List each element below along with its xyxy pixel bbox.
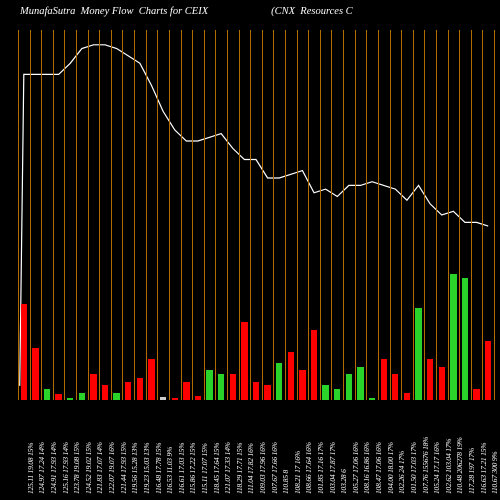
grid-line [18, 30, 19, 400]
grid-line [239, 30, 240, 400]
grid-line [134, 30, 135, 400]
grid-line [169, 30, 170, 400]
grid-line [64, 30, 65, 400]
grid-line [41, 30, 42, 400]
volume-bar [276, 363, 282, 400]
grid-line [320, 30, 321, 400]
grid-line [53, 30, 54, 400]
volume-bar [473, 389, 479, 400]
grid-line [482, 30, 483, 400]
volume-bar [439, 367, 445, 400]
grid-line [30, 30, 31, 400]
grid-line [204, 30, 205, 400]
volume-bar [44, 389, 50, 400]
volume-bar [183, 382, 189, 401]
grid-line [413, 30, 414, 400]
grid-line [99, 30, 100, 400]
grid-line [146, 30, 147, 400]
grid-line [424, 30, 425, 400]
grid-line [331, 30, 332, 400]
title-suffix: (CNX Resources C [271, 6, 353, 17]
volume-bar [113, 393, 119, 400]
volume-bar [230, 374, 236, 400]
volume-bar [172, 398, 178, 400]
grid-line [494, 30, 495, 400]
volume-bar [485, 341, 491, 400]
volume-bar [79, 393, 85, 400]
volume-bar [462, 278, 468, 400]
grid-line [157, 30, 158, 400]
grid-line [122, 30, 123, 400]
volume-bar [288, 352, 294, 400]
grid-line [262, 30, 263, 400]
volume-bar [137, 378, 143, 400]
volume-bar [206, 370, 212, 400]
volume-bar [253, 382, 259, 401]
grid-line [390, 30, 391, 400]
volume-bar [311, 330, 317, 400]
volume-bar [357, 367, 363, 400]
grid-line [181, 30, 182, 400]
grid-line [227, 30, 228, 400]
volume-bar [381, 359, 387, 400]
volume-bar [55, 394, 61, 400]
grid-line [355, 30, 356, 400]
grid-line [192, 30, 193, 400]
grid-line [378, 30, 379, 400]
title-gap [211, 6, 269, 17]
title-prefix: MunafaSutra Money Flow Charts for CEIX [20, 6, 208, 17]
chart-title: MunafaSutra Money Flow Charts for CEIX (… [20, 6, 495, 17]
volume-bar [392, 374, 398, 400]
grid-line [343, 30, 344, 400]
volume-bar [334, 389, 340, 400]
volume-bar [21, 304, 27, 400]
volume-bar [148, 359, 154, 400]
grid-line [297, 30, 298, 400]
volume-bar [90, 374, 96, 400]
grid-line [401, 30, 402, 400]
volume-bar [125, 382, 131, 401]
volume-bar [322, 385, 328, 400]
volume-bar [346, 374, 352, 400]
grid-line [285, 30, 286, 400]
grid-line [111, 30, 112, 400]
price-line [18, 30, 494, 400]
volume-bar [404, 393, 410, 400]
volume-bar [102, 385, 108, 400]
grid-line [215, 30, 216, 400]
grid-line [250, 30, 251, 400]
volume-bar [160, 397, 166, 400]
x-axis-labels: 125.11 19.08 15%124.97 17.24 14%124.91 1… [18, 404, 494, 494]
chart-plot-area [18, 30, 494, 400]
grid-line [366, 30, 367, 400]
grid-line [88, 30, 89, 400]
volume-bar [67, 398, 73, 400]
grid-line [459, 30, 460, 400]
chart-root: MunafaSutra Money Flow Charts for CEIX (… [0, 0, 500, 500]
grid-line [76, 30, 77, 400]
volume-bar [241, 322, 247, 400]
volume-bar [427, 359, 433, 400]
volume-bar [195, 396, 201, 400]
volume-bar [415, 308, 421, 401]
grid-line [471, 30, 472, 400]
volume-bar [299, 370, 305, 400]
volume-bar [264, 385, 270, 400]
volume-bar [450, 274, 456, 400]
volume-bar [369, 398, 375, 400]
grid-line [448, 30, 449, 400]
grid-line [436, 30, 437, 400]
grid-line [308, 30, 309, 400]
volume-bar [218, 374, 224, 400]
volume-bar [32, 348, 38, 400]
grid-line [273, 30, 274, 400]
